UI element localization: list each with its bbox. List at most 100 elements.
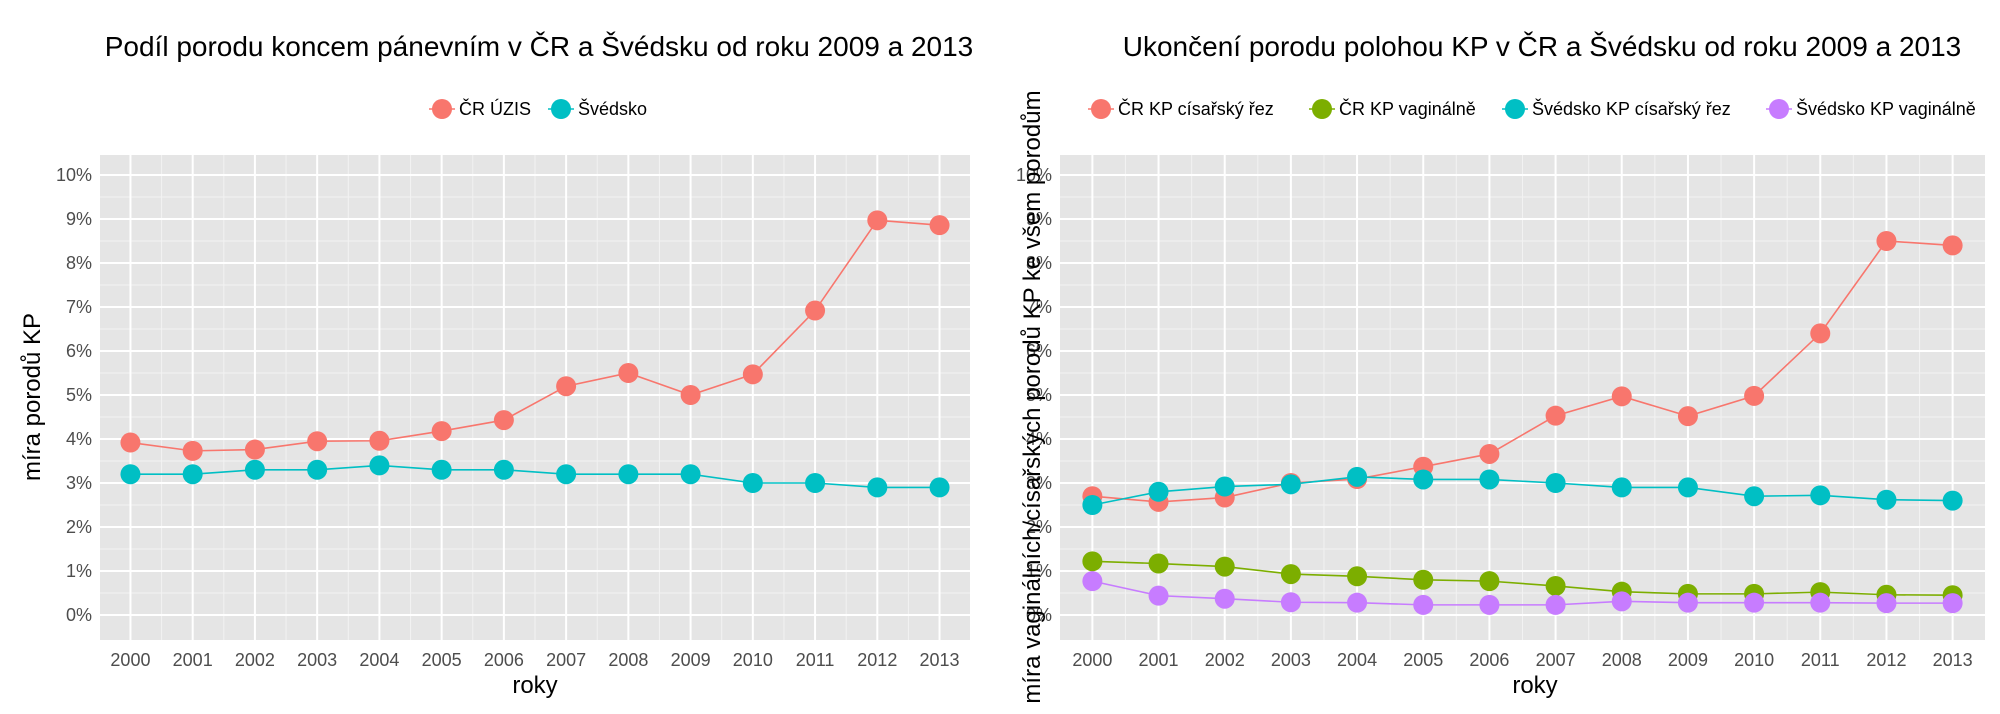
x-tick-label: 2003 [297, 650, 337, 670]
data-point [369, 455, 390, 476]
chart-title: Ukončení porodu polohou KP v ČR a Švédsk… [1123, 31, 1962, 62]
data-point [1810, 323, 1831, 344]
data-point [1677, 592, 1698, 613]
legend-item: ČR ÚZIS [429, 98, 531, 119]
x-tick-label: 2009 [1668, 650, 1708, 670]
data-point [805, 473, 826, 493]
data-point [1148, 553, 1169, 574]
x-tick-label: 2003 [1271, 650, 1311, 670]
x-tick-label: 2006 [484, 650, 524, 670]
data-point [1611, 591, 1632, 612]
y-tick-label: 5% [1026, 385, 1052, 405]
data-point [1611, 477, 1632, 498]
data-point [929, 477, 950, 498]
x-tick-label: 2008 [1602, 650, 1642, 670]
x-tick-label: 2004 [1337, 650, 1377, 670]
legend-label: Švédsko [578, 98, 647, 119]
x-tick-label: 2012 [857, 650, 897, 670]
data-point [1479, 594, 1500, 615]
breech-delivery-mode-chart: Ukončení porodu polohou KP v ČR a Švédsk… [1016, 31, 1985, 704]
data-point [244, 459, 265, 480]
legend: ČR ÚZIS Švédsko [429, 98, 647, 119]
x-tick-label: 2004 [359, 650, 399, 670]
y-tick-label: 4% [66, 429, 92, 449]
series-line [1092, 580, 1953, 606]
data-point [1479, 443, 1500, 464]
legend-key-dot [1091, 99, 1111, 119]
y-tick-label: 1% [66, 561, 92, 581]
data-point [680, 464, 701, 485]
legend-key-dot [432, 99, 452, 119]
x-tick-label: 2005 [422, 650, 462, 670]
x-tick-label: 2009 [671, 650, 711, 670]
breech-birth-rate-chart: Podíl porodu koncem pánevním v ČR a Švéd… [19, 31, 973, 699]
data-point [1148, 481, 1169, 502]
data-point [1677, 477, 1698, 498]
x-tick-label: 2006 [1469, 650, 1509, 670]
x-tick-label: 2008 [608, 650, 648, 670]
data-point [1347, 466, 1368, 487]
y-tick-label: 10% [56, 165, 92, 185]
y-tick-labels: 0% 1% 2% 3% 4% 5% 6% 7% 8% 9% 10% [56, 165, 92, 625]
y-tick-label: 5% [66, 385, 92, 405]
data-point [1942, 593, 1963, 614]
data-point [1942, 490, 1963, 511]
data-point [1214, 556, 1235, 577]
legend-item: Švédsko [548, 98, 647, 119]
data-point [556, 376, 577, 397]
data-point [369, 430, 390, 451]
legend-item: Švédsko KP císařský řez [1502, 98, 1731, 119]
data-point [805, 300, 826, 321]
x-tick-label: 2002 [1205, 650, 1245, 670]
y-tick-label: 9% [1026, 209, 1052, 229]
data-point [307, 459, 328, 480]
data-point [1545, 575, 1566, 596]
x-tick-label: 2000 [1072, 650, 1112, 670]
data-point [493, 410, 514, 431]
data-point [1545, 405, 1566, 426]
series-points [1082, 231, 1963, 615]
y-tick-label: 0% [1026, 605, 1052, 625]
x-axis-title: roky [1512, 672, 1557, 699]
x-tick-label: 2007 [1536, 650, 1576, 670]
y-tick-label: 4% [1026, 429, 1052, 449]
x-tick-label: 2001 [1139, 650, 1179, 670]
legend-label: ČR KP vaginálně [1339, 98, 1476, 119]
y-tick-label: 9% [66, 209, 92, 229]
y-axis-title: míra vaginálních/císařských porodů KP ke… [1019, 90, 1046, 703]
data-point [867, 210, 888, 231]
data-point [1413, 469, 1434, 490]
chart-title: Podíl porodu koncem pánevním v ČR a Švéd… [105, 31, 974, 62]
y-tick-label: 8% [1026, 253, 1052, 273]
legend-item: ČR KP císařský řez [1088, 98, 1274, 119]
data-point [431, 421, 452, 442]
y-tick-label: 2% [66, 517, 92, 537]
data-point [1214, 476, 1235, 497]
data-point [618, 363, 639, 383]
data-point [431, 459, 452, 480]
data-point [680, 385, 701, 405]
legend-key-dot [551, 99, 571, 119]
data-point [120, 432, 141, 453]
data-point [1677, 406, 1698, 427]
data-point [1545, 594, 1566, 615]
legend-label: Švédsko KP vaginálně [1796, 98, 1976, 119]
data-point [618, 464, 639, 485]
x-tick-label: 2011 [796, 650, 835, 670]
data-point [493, 459, 514, 480]
data-point [1479, 469, 1500, 490]
data-point [1413, 594, 1434, 615]
y-tick-label: 1% [1026, 561, 1052, 581]
x-tick-label: 2010 [1734, 650, 1774, 670]
y-tick-label: 10% [1016, 165, 1052, 185]
data-point [929, 215, 950, 236]
data-point [1413, 569, 1434, 590]
y-axis-title: míra porodů KP [19, 313, 46, 481]
data-point [742, 364, 763, 385]
legend-label: Švédsko KP císařský řez [1532, 98, 1731, 119]
data-point [742, 473, 763, 493]
y-tick-label: 3% [66, 473, 92, 493]
data-point [1280, 592, 1301, 613]
data-point [1876, 593, 1897, 614]
x-tick-label: 2013 [1933, 650, 1973, 670]
